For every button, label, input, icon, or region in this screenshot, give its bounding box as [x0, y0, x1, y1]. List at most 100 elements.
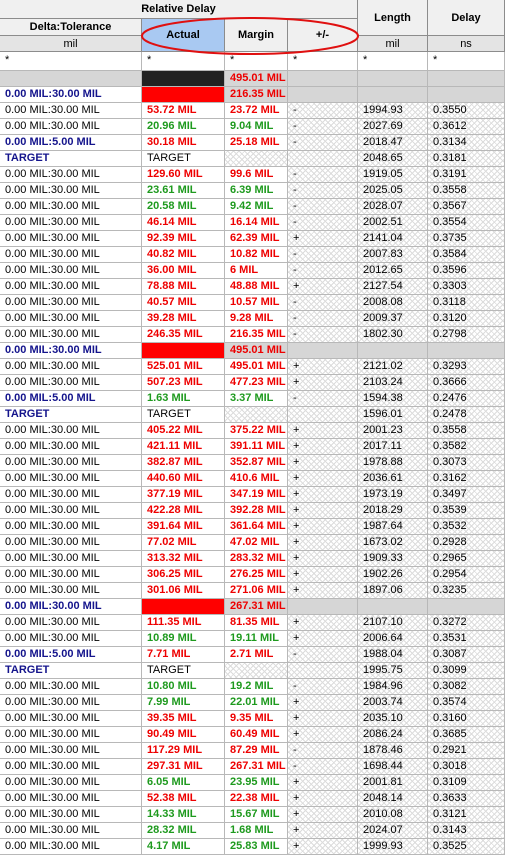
sign-cell: +	[288, 551, 358, 567]
filter-cell[interactable]: *	[225, 52, 288, 71]
length-cell: 1978.88	[358, 455, 428, 471]
delay-cell: 0.3558	[428, 183, 505, 199]
tolerance-cell: 0.00 MIL:30.00 MIL	[0, 551, 142, 567]
sign-cell: -	[288, 135, 358, 151]
length-cell: 1909.33	[358, 551, 428, 567]
delay-cell: 0.3550	[428, 103, 505, 119]
margin-cell: 25.83 MIL	[225, 839, 288, 855]
delay-cell: 0.3539	[428, 503, 505, 519]
sign-cell: +	[288, 503, 358, 519]
margin-cell: 495.01 MIL	[225, 359, 288, 375]
tolerance-cell: 0.00 MIL:30.00 MIL	[0, 679, 142, 695]
length-cell: 2001.23	[358, 423, 428, 439]
actual-cell: 525.01 MIL	[142, 359, 225, 375]
tolerance-cell: 0.00 MIL:30.00 MIL	[0, 615, 142, 631]
delay-cell: 0.3160	[428, 711, 505, 727]
delay-cell: 0.3612	[428, 119, 505, 135]
tolerance-cell	[0, 71, 142, 87]
margin-cell: 48.88 MIL	[225, 279, 288, 295]
sign-cell: -	[288, 199, 358, 215]
sign-cell: -	[288, 743, 358, 759]
column-header[interactable]: +/-	[288, 19, 358, 52]
margin-cell: 3.37 MIL	[225, 391, 288, 407]
margin-cell: 87.29 MIL	[225, 743, 288, 759]
filter-cell[interactable]: *	[288, 52, 358, 71]
unit-label: mil	[0, 36, 142, 52]
actual-cell: 7.99 MIL	[142, 695, 225, 711]
tolerance-cell: 0.00 MIL:30.00 MIL	[0, 439, 142, 455]
margin-cell: 216.35 MIL	[225, 87, 288, 103]
delay-cell: 0.3120	[428, 311, 505, 327]
length-cell: 2035.10	[358, 711, 428, 727]
length-cell: 2127.54	[358, 279, 428, 295]
sign-cell: +	[288, 487, 358, 503]
length-cell: 2003.74	[358, 695, 428, 711]
tolerance-cell: 0.00 MIL:30.00 MIL	[0, 311, 142, 327]
delay-cell: 0.3596	[428, 263, 505, 279]
delay-cell: 0.3073	[428, 455, 505, 471]
length-cell: 2025.05	[358, 183, 428, 199]
delay-cell: 0.3567	[428, 199, 505, 215]
sign-cell: +	[288, 631, 358, 647]
sign-cell: -	[288, 183, 358, 199]
column-header[interactable]: Length	[358, 0, 428, 36]
margin-cell: 9.35 MIL	[225, 711, 288, 727]
tolerance-cell: 0.00 MIL:5.00 MIL	[0, 647, 142, 663]
actual-cell: 77.02 MIL	[142, 535, 225, 551]
actual-cell: 23.61 MIL	[142, 183, 225, 199]
sign-cell: +	[288, 279, 358, 295]
tolerance-cell: 0.00 MIL:30.00 MIL	[0, 167, 142, 183]
sign-cell: -	[288, 119, 358, 135]
sign-cell: +	[288, 615, 358, 631]
filter-cell[interactable]: *	[0, 52, 142, 71]
group-header: Relative Delay	[0, 0, 358, 19]
actual-cell: 6.05 MIL	[142, 775, 225, 791]
delay-cell: 0.3554	[428, 215, 505, 231]
actual-cell: 313.32 MIL	[142, 551, 225, 567]
margin-cell: 62.39 MIL	[225, 231, 288, 247]
delay-cell: 0.2928	[428, 535, 505, 551]
actual-cell: 301.06 MIL	[142, 583, 225, 599]
length-cell: 2027.69	[358, 119, 428, 135]
margin-cell: 23.72 MIL	[225, 103, 288, 119]
sign-cell: -	[288, 263, 358, 279]
sign-cell: -	[288, 327, 358, 343]
delay-cell: 0.3525	[428, 839, 505, 855]
tolerance-cell: 0.00 MIL:30.00 MIL	[0, 279, 142, 295]
actual-cell: 117.29 MIL	[142, 743, 225, 759]
margin-cell: 267.31 MIL	[225, 599, 288, 615]
column-header[interactable]: Delay	[428, 0, 505, 36]
tolerance-cell: 0.00 MIL:30.00 MIL	[0, 503, 142, 519]
sign-cell: +	[288, 231, 358, 247]
column-header[interactable]: Delta:Tolerance	[0, 19, 142, 36]
sign-cell	[288, 407, 358, 423]
delay-cell: 0.3143	[428, 823, 505, 839]
actual-cell: 20.58 MIL	[142, 199, 225, 215]
filter-cell[interactable]: *	[428, 52, 505, 71]
margin-cell: 267.31 MIL	[225, 759, 288, 775]
actual-cell: 297.31 MIL	[142, 759, 225, 775]
column-header[interactable]: Margin	[225, 19, 288, 52]
margin-cell: 9.28 MIL	[225, 311, 288, 327]
sign-cell: -	[288, 167, 358, 183]
length-cell: 2017.11	[358, 439, 428, 455]
actual-cell: 39.28 MIL	[142, 311, 225, 327]
tolerance-cell: 0.00 MIL:30.00 MIL	[0, 295, 142, 311]
margin-cell: 19.11 MIL	[225, 631, 288, 647]
column-header[interactable]: Actual	[142, 19, 225, 52]
tolerance-cell: 0.00 MIL:30.00 MIL	[0, 567, 142, 583]
actual-cell: 30.18 MIL	[142, 135, 225, 151]
filter-cell[interactable]: *	[358, 52, 428, 71]
tolerance-cell: 0.00 MIL:30.00 MIL	[0, 791, 142, 807]
actual-cell: 78.88 MIL	[142, 279, 225, 295]
filter-cell[interactable]: *	[142, 52, 225, 71]
margin-cell: 375.22 MIL	[225, 423, 288, 439]
margin-cell: 495.01 MIL	[225, 343, 288, 359]
margin-cell: 47.02 MIL	[225, 535, 288, 551]
actual-cell: 40.82 MIL	[142, 247, 225, 263]
tolerance-cell: TARGET	[0, 151, 142, 167]
margin-cell: 392.28 MIL	[225, 503, 288, 519]
length-cell: 1902.26	[358, 567, 428, 583]
actual-cell: 20.96 MIL	[142, 119, 225, 135]
